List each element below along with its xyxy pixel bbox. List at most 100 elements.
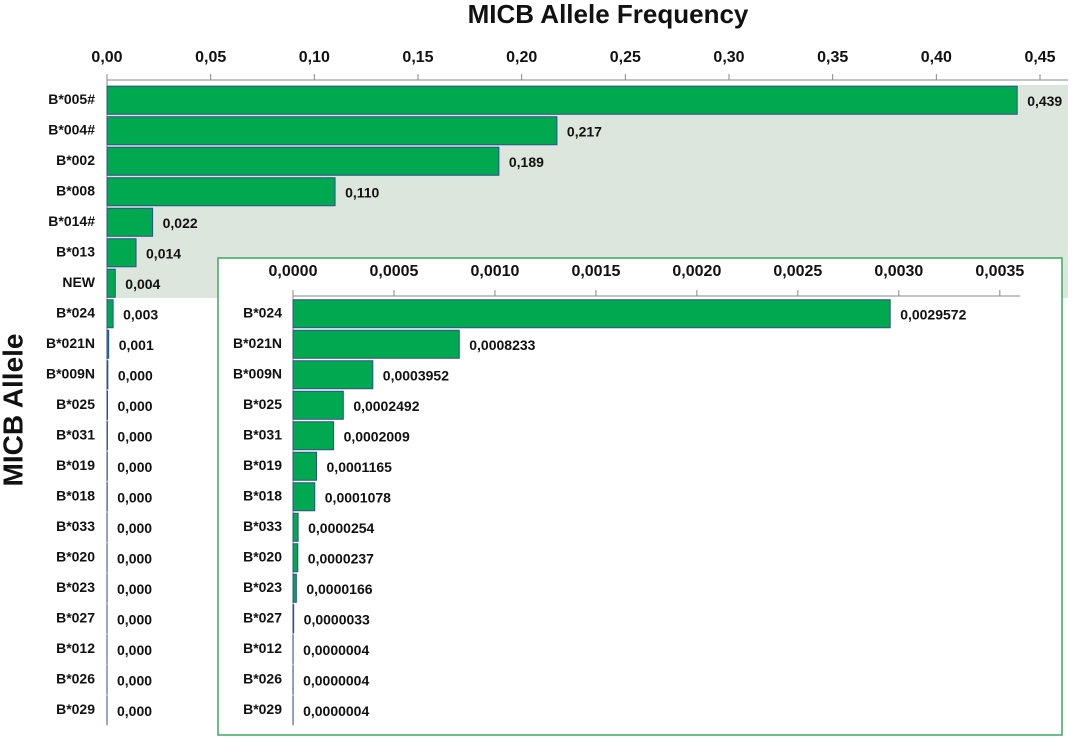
value-label: 0,000 <box>118 367 153 383</box>
category-label: B*027 <box>243 609 282 625</box>
value-label: 0,0029572 <box>900 306 966 322</box>
category-label: B*021N <box>46 335 95 351</box>
category-label: B*026 <box>56 670 95 686</box>
bar <box>292 299 891 329</box>
category-label: B*025 <box>56 396 95 412</box>
category-label: B*004# <box>48 121 95 137</box>
value-label: 0,439 <box>1027 93 1062 109</box>
value-label: 0,000 <box>117 611 152 627</box>
category-label: B*018 <box>56 487 95 503</box>
category-label: B*029 <box>243 701 282 717</box>
bar <box>106 177 336 207</box>
x-tick-label: 0,25 <box>610 49 641 66</box>
x-tick-label: 0,0000 <box>269 263 318 280</box>
bar <box>106 85 1018 115</box>
category-label: NEW <box>62 274 95 290</box>
value-label: 0,022 <box>163 215 198 231</box>
x-tick-label: 0,0035 <box>975 263 1024 280</box>
value-label: 0,000 <box>117 520 152 536</box>
bar <box>106 116 558 146</box>
x-tick-label: 0,0025 <box>773 263 822 280</box>
value-label: 0,000 <box>117 550 152 566</box>
value-label: 0,0000004 <box>303 672 369 688</box>
x-tick-label: 0,0020 <box>672 263 721 280</box>
x-tick-label: 0,0005 <box>370 263 419 280</box>
category-label: B*020 <box>56 548 95 564</box>
bar <box>292 573 297 603</box>
category-label: B*008 <box>56 182 95 198</box>
category-label: B*024 <box>56 304 95 320</box>
value-label: 0,001 <box>119 337 154 353</box>
bar <box>292 421 335 451</box>
x-tick-label: 0,0015 <box>571 263 620 280</box>
x-tick-label: 0,15 <box>402 49 433 66</box>
value-label: 0,004 <box>125 276 160 292</box>
category-label: B*033 <box>243 518 282 534</box>
category-label: B*012 <box>56 640 95 656</box>
value-label: 0,000 <box>118 398 153 414</box>
category-label: B*023 <box>56 579 95 595</box>
value-label: 0,000 <box>117 642 152 658</box>
bar <box>292 543 299 573</box>
category-label: B*031 <box>243 426 282 442</box>
value-label: 0,110 <box>345 184 379 200</box>
bar <box>106 329 110 359</box>
value-label: 0,000 <box>117 581 152 597</box>
category-label: B*026 <box>243 670 282 686</box>
x-tick-label: 0,30 <box>713 49 744 66</box>
category-label: B*021N <box>233 335 282 351</box>
bar <box>292 360 374 390</box>
bar <box>292 390 344 420</box>
value-label: 0,0000033 <box>304 611 370 627</box>
category-label: B*019 <box>243 457 282 473</box>
bar <box>292 482 316 512</box>
value-label: 0,000 <box>117 428 152 444</box>
category-label: B*013 <box>56 243 95 259</box>
category-label: B*005# <box>48 91 95 107</box>
category-label: B*018 <box>243 487 282 503</box>
category-label: B*027 <box>56 609 95 625</box>
value-label: 0,003 <box>123 306 158 322</box>
category-label: B*012 <box>243 640 282 656</box>
value-label: 0,0001165 <box>327 459 393 475</box>
category-label: B*024 <box>243 304 282 320</box>
y-axis-title: MICB Allele <box>0 334 28 487</box>
value-label: 0,0002009 <box>344 428 410 444</box>
x-tick-label: 0,0030 <box>874 263 923 280</box>
bar <box>106 390 109 420</box>
bar <box>292 329 460 359</box>
bar <box>292 512 299 542</box>
value-label: 0,217 <box>567 123 602 139</box>
bar <box>292 604 295 634</box>
value-label: 0,014 <box>146 245 181 261</box>
x-tick-label: 0,00 <box>91 49 122 66</box>
chart-title: MICB Allele Frequency <box>468 0 749 29</box>
value-label: 0,0003952 <box>383 367 449 383</box>
x-tick-label: 0,0010 <box>470 263 519 280</box>
x-tick-label: 0,45 <box>1024 49 1055 66</box>
bar <box>292 451 318 481</box>
value-label: 0,0000254 <box>308 520 374 536</box>
bar <box>106 268 116 298</box>
category-label: B*009N <box>233 365 282 381</box>
value-label: 0,000 <box>117 459 152 475</box>
bar <box>106 146 500 176</box>
bar <box>106 360 109 390</box>
value-label: 0,0000004 <box>303 703 369 719</box>
value-label: 0,0002492 <box>353 398 419 414</box>
x-tick-label: 0,40 <box>921 49 952 66</box>
category-label: B*019 <box>56 457 95 473</box>
category-label: B*002 <box>56 152 95 168</box>
value-label: 0,0001078 <box>325 489 391 505</box>
category-label: B*020 <box>243 548 282 564</box>
category-label: B*033 <box>56 518 95 534</box>
x-tick-label: 0,10 <box>299 49 330 66</box>
x-tick-label: 0,20 <box>506 49 537 66</box>
category-label: B*029 <box>56 701 95 717</box>
category-label: B*023 <box>243 579 282 595</box>
x-tick-label: 0,35 <box>817 49 848 66</box>
value-label: 0,0000004 <box>303 642 369 658</box>
value-label: 0,000 <box>117 703 152 719</box>
category-label: B*031 <box>56 426 95 442</box>
